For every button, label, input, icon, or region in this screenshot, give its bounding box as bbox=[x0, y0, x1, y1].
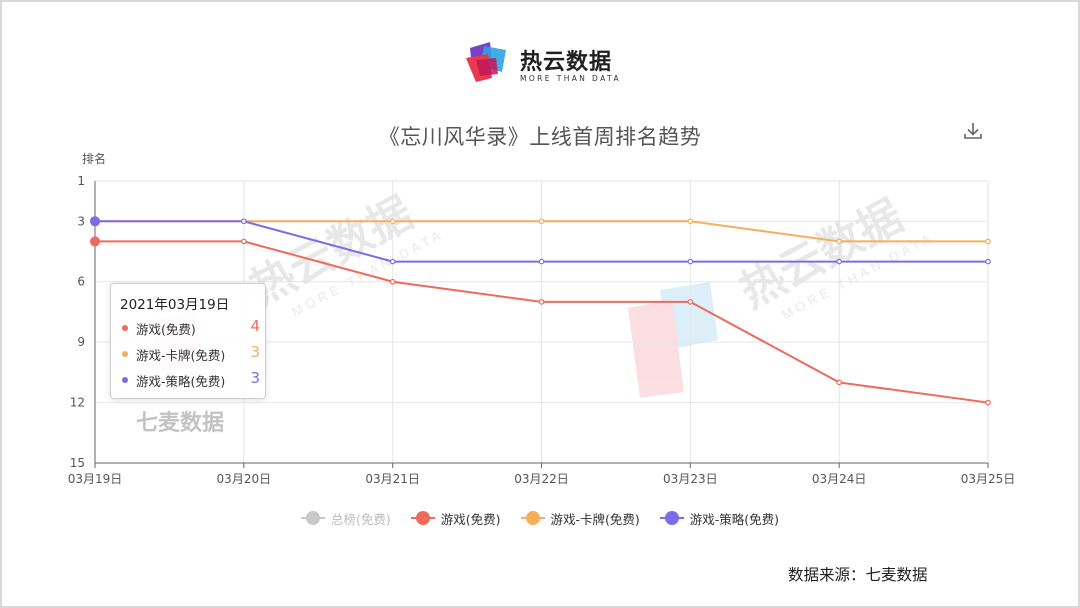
x-tick-label: 03月20日 bbox=[217, 472, 272, 486]
download-icon[interactable] bbox=[962, 120, 984, 142]
legend-symbol bbox=[410, 511, 435, 525]
axes: 1 3 6 9 12 15 03月19日 03月20日 03月21日 03月22日 03月23日 03… bbox=[68, 174, 1016, 486]
data-point bbox=[538, 218, 545, 225]
data-point bbox=[985, 258, 991, 265]
legend-item-game[interactable]: 游戏(免费) bbox=[410, 508, 501, 528]
tooltip: 2021年03月19日 游戏(免费) 4 游戏-卡牌(免费) 3 游戏-策略(免… bbox=[110, 283, 266, 399]
legend-label: 游戏-策略(免费) bbox=[689, 511, 780, 527]
watermark-reyun-2: 热云数据 MORE THAN DATA bbox=[732, 191, 936, 322]
watermark-qimai: 七麦数据 bbox=[136, 410, 224, 435]
data-point bbox=[389, 278, 396, 285]
y-tick-label: 6 bbox=[77, 275, 85, 289]
tooltip-series-value: 4 bbox=[250, 317, 260, 335]
data-point bbox=[836, 379, 842, 386]
series-lines bbox=[90, 216, 991, 406]
y-tick-label: 3 bbox=[77, 214, 85, 228]
watermark-reyun-1: 热云数据 MORE THAN DATA bbox=[242, 188, 446, 319]
data-point bbox=[538, 258, 545, 265]
legend: 总榜(免费) 游戏(免费) 游戏-卡牌(免费) 游戏-策略(免费) bbox=[0, 508, 1080, 528]
data-point bbox=[985, 399, 991, 406]
data-point bbox=[687, 258, 694, 265]
y-axis-name: 排名 bbox=[82, 152, 107, 166]
tooltip-series-name: 游戏-策略(免费) bbox=[136, 374, 226, 389]
data-point bbox=[985, 238, 991, 245]
y-tick-label: 15 bbox=[70, 456, 85, 470]
chart-title: 《忘川风华录》上线首周排名趋势 bbox=[378, 125, 702, 149]
legend-item-total[interactable]: 总榜(免费) bbox=[300, 508, 391, 528]
tooltip-row: 游戏-卡牌(免费) 3 bbox=[120, 343, 260, 364]
y-tick-label: 1 bbox=[77, 174, 85, 188]
brand-name: 热云数据 bbox=[520, 50, 613, 75]
x-tick-label: 03月19日 bbox=[68, 472, 123, 486]
data-point bbox=[836, 258, 842, 265]
tooltip-dot bbox=[122, 377, 128, 383]
data-point bbox=[687, 299, 694, 305]
legend-label: 游戏(免费) bbox=[440, 511, 501, 527]
legend-symbol bbox=[659, 511, 684, 525]
tooltip-row: 游戏(免费) 4 bbox=[120, 317, 260, 338]
tooltip-series-name: 游戏-卡牌(免费) bbox=[136, 348, 226, 363]
x-tick-label: 03月21日 bbox=[365, 472, 420, 486]
legend-item-strategy[interactable]: 游戏-策略(免费) bbox=[659, 508, 780, 528]
tooltip-series-value: 3 bbox=[250, 369, 260, 387]
legend-symbol bbox=[300, 511, 325, 525]
legend-label: 游戏-卡牌(免费) bbox=[550, 511, 640, 527]
tooltip-dot bbox=[122, 351, 128, 357]
data-point bbox=[90, 236, 100, 247]
x-tick-label: 03月25日 bbox=[961, 472, 1016, 486]
x-tick-label: 03月22日 bbox=[514, 472, 569, 486]
legend-label: 总榜(免费) bbox=[330, 511, 391, 527]
y-tick-label: 9 bbox=[77, 335, 85, 349]
data-point bbox=[241, 218, 247, 225]
tooltip-series-value: 3 bbox=[250, 343, 260, 361]
brand-logo: 热云数据 MORE THAN DATA bbox=[462, 38, 632, 88]
data-point bbox=[90, 216, 100, 227]
data-point bbox=[538, 299, 545, 305]
legend-item-card[interactable]: 游戏-卡牌(免费) bbox=[520, 508, 640, 528]
data-source: 数据来源：七麦数据 bbox=[788, 566, 928, 584]
data-point bbox=[836, 238, 842, 245]
brand-logo-icon bbox=[466, 42, 506, 82]
x-tick-label: 03月24日 bbox=[812, 472, 867, 486]
data-point bbox=[389, 258, 396, 265]
watermark-logo-shape bbox=[628, 282, 718, 398]
data-point bbox=[687, 218, 694, 225]
legend-symbol bbox=[520, 511, 545, 525]
tooltip-row: 游戏-策略(免费) 3 bbox=[120, 369, 260, 390]
x-tick-label: 03月23日 bbox=[663, 472, 718, 486]
y-tick-label: 12 bbox=[70, 396, 85, 410]
tooltip-dot bbox=[122, 325, 128, 331]
tooltip-title: 2021年03月19日 bbox=[120, 297, 230, 313]
data-point bbox=[241, 238, 247, 245]
brand-tagline: MORE THAN DATA bbox=[520, 74, 621, 83]
data-point bbox=[389, 218, 396, 225]
tooltip-series-name: 游戏(免费) bbox=[136, 322, 196, 337]
